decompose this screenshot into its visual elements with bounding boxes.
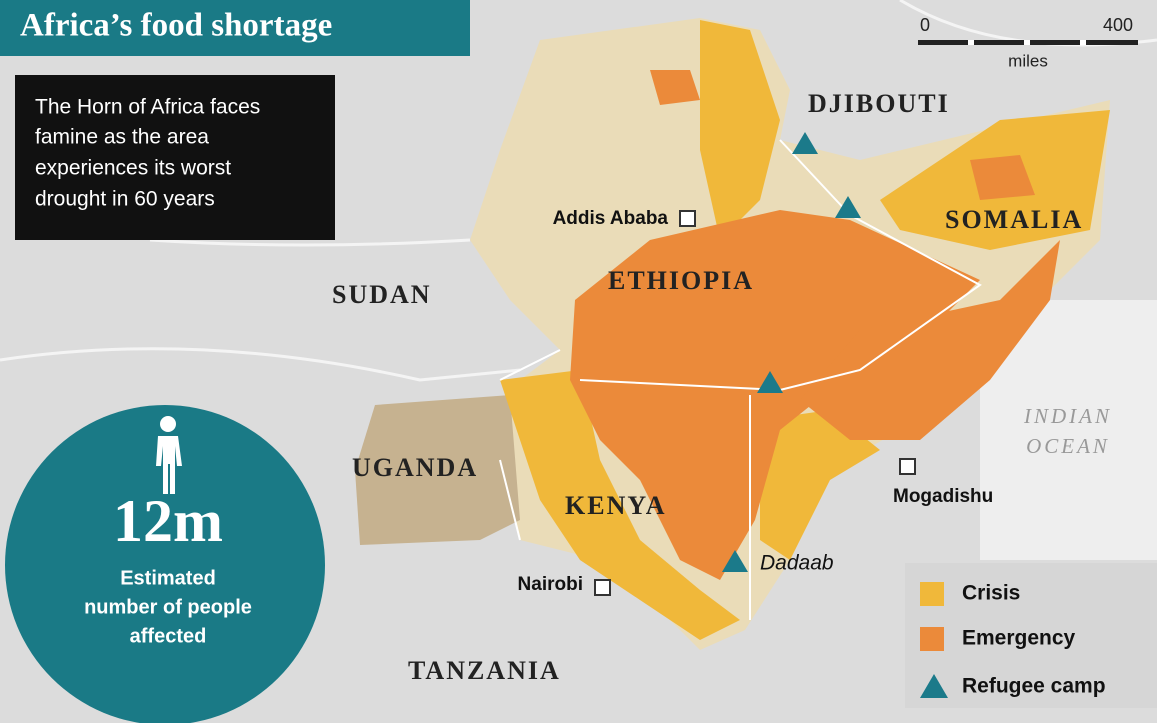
legend-label: Emergency xyxy=(962,627,1076,650)
stat-value: 12m xyxy=(113,488,223,554)
crisis-area xyxy=(700,20,780,240)
emergency-area xyxy=(650,70,700,105)
scale-end: 400 xyxy=(1103,15,1133,35)
borders xyxy=(499,139,982,620)
title-box xyxy=(0,0,470,56)
camp-markers xyxy=(722,132,861,572)
title: Africa’s food shortage xyxy=(20,8,332,44)
country-label: UGANDA xyxy=(352,453,478,482)
country-label: SUDAN xyxy=(332,280,432,309)
emergency-area xyxy=(570,210,980,580)
country-label: TANZANIA xyxy=(408,656,561,685)
crisis-area xyxy=(760,410,880,560)
city-label: Nairobi xyxy=(518,574,583,595)
country-label: KENYA xyxy=(565,491,667,520)
scale-unit: miles xyxy=(1008,51,1048,70)
emergency-area xyxy=(970,155,1035,200)
intro-line: drought in 60 years xyxy=(35,188,215,211)
stat-label: affected xyxy=(130,625,207,647)
emergency-area xyxy=(800,240,1060,440)
intro-line: The Horn of Africa faces xyxy=(35,96,260,119)
legend-label: Crisis xyxy=(962,582,1020,605)
ocean-label: OCEAN xyxy=(1026,434,1110,458)
legend-swatch xyxy=(920,582,944,606)
city-marker xyxy=(679,210,696,227)
country-label: SOMALIA xyxy=(945,205,1083,234)
ocean-label: INDIAN xyxy=(1023,404,1112,428)
country-label: DJIBOUTI xyxy=(808,89,950,118)
stat-label: number of people xyxy=(84,596,252,618)
city-marker xyxy=(594,579,611,596)
city-marker xyxy=(899,458,916,475)
intro-line: famine as the area xyxy=(35,126,209,149)
scale-bar xyxy=(918,40,1138,45)
legend-box xyxy=(905,563,1157,708)
stat-circle xyxy=(5,405,325,723)
intro-line: experiences its worst xyxy=(35,157,231,180)
scale-start: 0 xyxy=(920,15,930,35)
legend-swatch xyxy=(920,627,944,651)
city-label: Addis Ababa xyxy=(553,208,669,229)
legend-label: Refugee camp xyxy=(962,675,1106,698)
stat-label: Estimated xyxy=(120,567,216,589)
person-icon xyxy=(156,416,182,494)
intro-box xyxy=(15,75,335,240)
camp-label: Dadaab xyxy=(760,552,834,575)
legend-swatch xyxy=(920,674,948,698)
crisis-area xyxy=(500,370,740,640)
country-label: ETHIOPIA xyxy=(608,266,754,295)
uganda xyxy=(355,395,520,545)
city-label: Mogadishu xyxy=(893,486,993,507)
